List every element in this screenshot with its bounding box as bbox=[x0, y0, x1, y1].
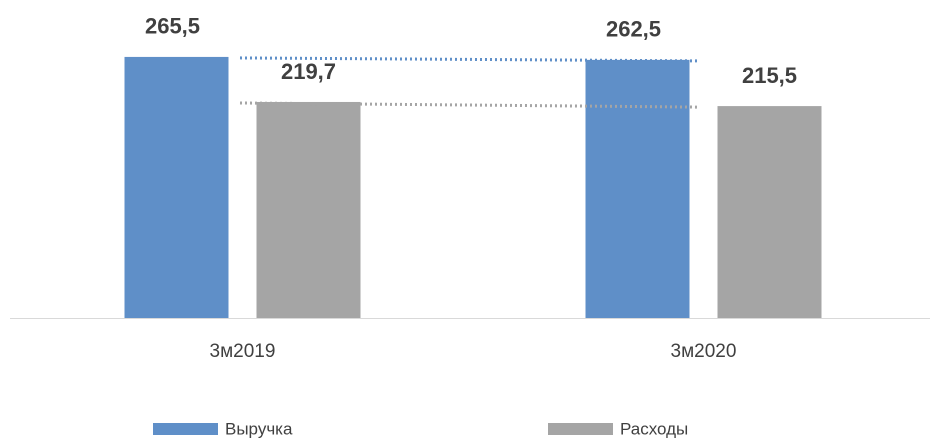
bar bbox=[717, 106, 822, 318]
x-tick-label: 3м2020 bbox=[671, 341, 737, 362]
data-label: 219,7 bbox=[281, 59, 336, 84]
data-label: 265,5 bbox=[145, 14, 200, 39]
bar bbox=[124, 56, 229, 319]
legend-swatch bbox=[153, 423, 218, 435]
data-label: 215,5 bbox=[742, 63, 797, 88]
trend-line bbox=[239, 56, 698, 63]
data-label: 262,5 bbox=[606, 17, 661, 42]
bar bbox=[256, 101, 361, 318]
x-tick-label: 3м2019 bbox=[210, 341, 276, 362]
legend-label: Выручка bbox=[225, 419, 293, 438]
legend-swatch bbox=[548, 423, 613, 435]
trend-line bbox=[239, 101, 698, 109]
bar bbox=[585, 59, 690, 318]
legend-label: Расходы bbox=[620, 419, 688, 438]
